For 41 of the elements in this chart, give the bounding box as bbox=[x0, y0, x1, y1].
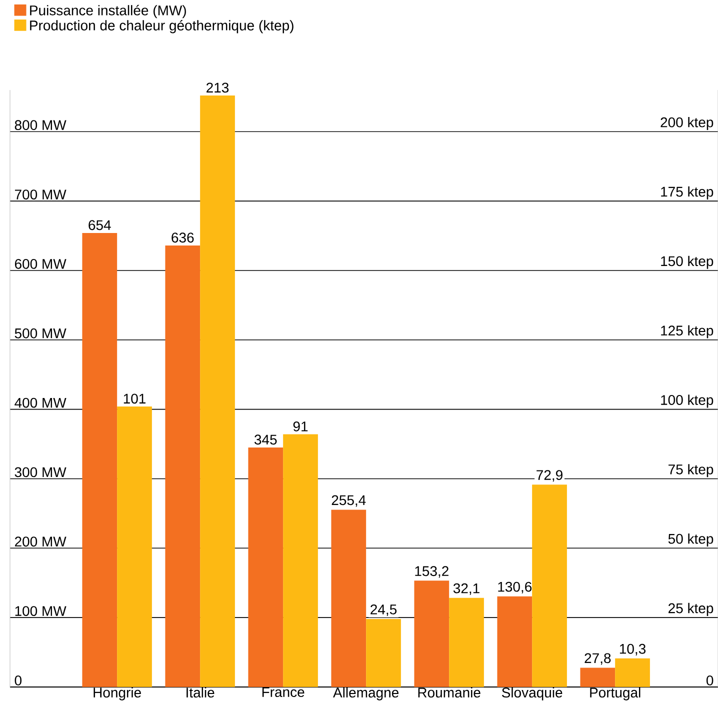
y2-tick-label: 125 ktep bbox=[661, 325, 714, 338]
y-tick-label: 500 MW bbox=[14, 328, 66, 338]
data-label: 72,9 bbox=[536, 470, 562, 482]
x-tick-label: Allemagne bbox=[333, 687, 399, 700]
data-label: 255,4 bbox=[332, 495, 366, 507]
y-tick-label: 700 MW bbox=[14, 190, 66, 200]
x-tick-label: Slovaquie bbox=[502, 687, 562, 700]
x-tick-label: Hongrie bbox=[94, 687, 141, 700]
x-tick-label: France bbox=[262, 687, 304, 698]
y2-tick-label: 200 ktep bbox=[660, 116, 714, 130]
legend-label: Production de chaleur géothermique (ktep) bbox=[30, 20, 294, 34]
x-tick-label: Roumanie bbox=[418, 687, 480, 698]
y-tick-label: 300 MW bbox=[14, 467, 66, 478]
y-tick-label: 800 MW bbox=[14, 120, 66, 130]
y2-tick-label: 75 ktep bbox=[668, 464, 714, 478]
data-label: 636 bbox=[172, 232, 194, 243]
data-label: 32,1 bbox=[453, 583, 480, 595]
y2-tick-label: 175 ktep bbox=[661, 186, 714, 200]
data-label: 654 bbox=[88, 220, 111, 230]
data-label: 345 bbox=[254, 434, 277, 445]
data-label: 27,8 bbox=[584, 653, 611, 665]
y2-tick-label: 0 bbox=[706, 675, 714, 686]
data-label: 213 bbox=[206, 82, 229, 93]
y-tick-label: 600 MW bbox=[14, 258, 66, 269]
x-tick-label: Portugal bbox=[590, 687, 640, 700]
y-tick-label: 400 MW bbox=[14, 398, 66, 408]
data-label: 153,2 bbox=[415, 566, 448, 578]
data-label: 101 bbox=[124, 394, 146, 404]
y2-tick-label: 50 ktep bbox=[668, 534, 714, 547]
x-tick-label: Italie bbox=[186, 687, 214, 698]
y2-tick-label: 100 ktep bbox=[661, 394, 714, 408]
y-tick-label: 100 MW bbox=[15, 606, 66, 616]
y-tick-label: 200 MW bbox=[14, 536, 66, 547]
y-tick-label: 0 bbox=[14, 675, 22, 686]
data-label: 24,5 bbox=[370, 604, 397, 616]
data-label: 91 bbox=[293, 421, 308, 432]
data-label: 10,3 bbox=[620, 644, 646, 656]
y2-tick-label: 25 ktep bbox=[668, 602, 714, 616]
data-label: 130,6 bbox=[498, 582, 532, 594]
y2-tick-label: 150 ktep bbox=[661, 256, 714, 269]
legend-label: Puissance installée (MW) bbox=[30, 4, 186, 18]
